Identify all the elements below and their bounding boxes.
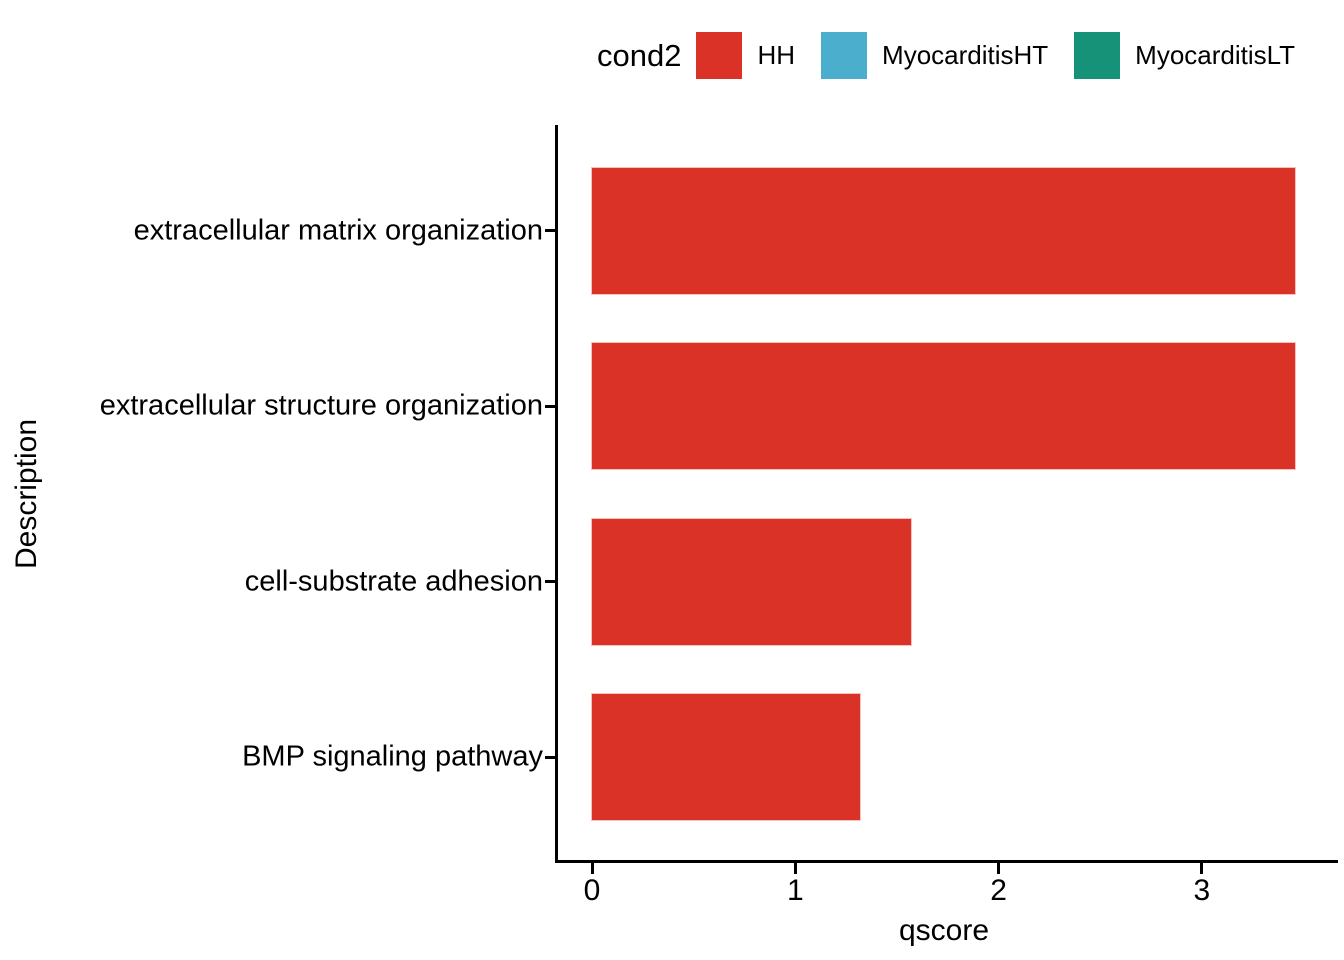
y-tick: [545, 580, 556, 584]
legend-item-myocarditisht: MyocarditisHT: [821, 31, 1049, 79]
bar: [592, 518, 912, 645]
y-tick: [545, 755, 556, 759]
x-tick: [997, 863, 1001, 874]
legend-swatch-myocarditisht-icon: [821, 31, 868, 79]
x-axis-title: qscore: [898, 914, 990, 947]
legend-label: HH: [757, 40, 796, 70]
legend-item-hh: HH: [696, 31, 796, 79]
legend-swatch-hh-icon: [696, 31, 743, 79]
bar: [592, 167, 1296, 294]
legend-item-myocarditislt: MyocarditisLT: [1074, 31, 1296, 79]
y-axis-title: Description: [10, 418, 43, 570]
x-tick-label: 1: [786, 874, 804, 907]
x-tick: [590, 863, 594, 874]
x-tick-label: 2: [990, 874, 1007, 907]
x-axis-line: [555, 860, 1338, 863]
legend-title: cond2: [597, 37, 682, 73]
y-axis-line: [555, 125, 558, 863]
legend-items: HH MyocarditisHT MyocarditisLT: [696, 31, 1296, 79]
y-tick-label: cell-substrate adhesion: [244, 565, 543, 598]
bar: [592, 343, 1296, 470]
y-tick: [545, 404, 556, 408]
x-tick-label: 0: [583, 874, 601, 907]
bar: [592, 694, 861, 821]
y-tick-label: extracellular structure organization: [99, 389, 543, 422]
legend-label: MyocarditisHT: [882, 40, 1049, 70]
legend-swatch-myocarditislt-icon: [1074, 31, 1121, 79]
x-tick: [1200, 863, 1204, 874]
y-tick-label: extracellular matrix organization: [133, 214, 543, 246]
legend-label: MyocarditisLT: [1135, 40, 1296, 70]
x-tick-label: 3: [1193, 874, 1211, 907]
y-tick: [545, 229, 556, 232]
legend: cond2 HH MyocarditisHT MyocarditisLT: [597, 29, 1295, 81]
x-tick: [793, 863, 797, 874]
y-tick-label: BMP signaling pathway: [242, 740, 543, 773]
